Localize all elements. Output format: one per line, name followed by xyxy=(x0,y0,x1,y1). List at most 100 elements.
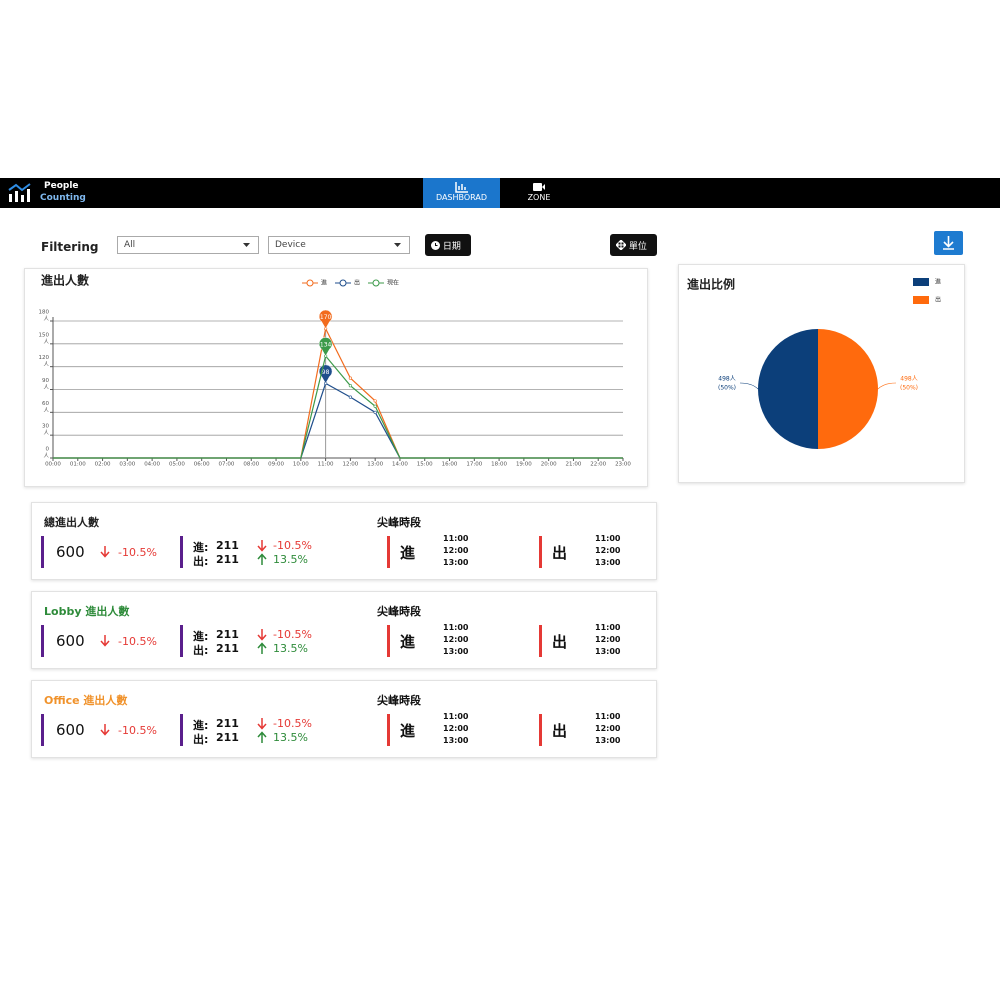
out-change: 13.5% xyxy=(273,642,308,655)
x-tick-label: 08:00 xyxy=(243,462,259,468)
series-line xyxy=(53,382,623,459)
out-label: 出: xyxy=(193,644,209,657)
trend-arrow xyxy=(257,642,267,654)
accent-bar xyxy=(180,536,183,568)
legend-label: 出 xyxy=(354,279,360,287)
arrow-shape xyxy=(257,629,267,641)
total-value: 600 xyxy=(56,721,85,739)
peak-title: 尖峰時段 xyxy=(377,516,421,529)
accent-bar xyxy=(539,714,542,746)
series-line xyxy=(53,354,623,459)
trend-arrow xyxy=(100,635,110,647)
in-change: -10.5% xyxy=(273,539,312,552)
y-tick-label: 90 xyxy=(42,378,49,384)
peak-time: 13:00 xyxy=(595,736,621,745)
total-change: -10.5% xyxy=(118,724,157,737)
x-tick-label: 21:00 xyxy=(566,462,582,468)
peak-title: 尖峰時段 xyxy=(377,694,421,707)
x-tick-label: 03:00 xyxy=(119,462,135,468)
out-value: 211 xyxy=(216,731,239,744)
arrow-shape xyxy=(257,718,267,730)
arrow-shape xyxy=(257,540,267,552)
legend-marker xyxy=(372,279,380,287)
in-value: 211 xyxy=(216,628,239,641)
accent-bar xyxy=(41,536,44,568)
trend-arrow xyxy=(257,540,267,552)
peak-time: 12:00 xyxy=(595,546,621,555)
x-tick-label: 00:00 xyxy=(45,462,61,468)
trend-arrow xyxy=(100,724,110,736)
tab-zone[interactable]: ZONE xyxy=(515,178,563,208)
select-value: All xyxy=(124,240,136,250)
card-title: Office 進出人數 xyxy=(44,694,128,707)
peak-label: 出 xyxy=(552,633,568,651)
x-tick-label: 07:00 xyxy=(219,462,235,468)
date-button[interactable]: 日期 xyxy=(425,234,471,256)
x-tick-label: 13:00 xyxy=(367,462,383,468)
x-tick-label: 11:00 xyxy=(318,462,334,468)
accent-bar xyxy=(41,625,44,657)
unit-button[interactable]: 單位 xyxy=(610,234,657,256)
accent-bar xyxy=(387,625,390,657)
out-change: 13.5% xyxy=(273,731,308,744)
accent-bar xyxy=(41,714,44,746)
arrow-shape xyxy=(100,546,110,558)
tab-dashboard[interactable]: DASHBORAD xyxy=(423,178,500,208)
in-label: 進: xyxy=(193,630,209,643)
select-device[interactable]: Device xyxy=(268,236,410,254)
select-zone[interactable]: All xyxy=(117,236,259,254)
arrow-shape xyxy=(100,724,110,736)
arrow-shape xyxy=(257,553,267,565)
accent-bar xyxy=(180,714,183,746)
trend-arrow xyxy=(257,553,267,565)
legend-label: 出 xyxy=(935,296,941,304)
x-tick-label: 04:00 xyxy=(144,462,160,468)
point xyxy=(373,399,377,403)
data-label: 134 xyxy=(320,342,332,349)
x-tick-label: 05:00 xyxy=(169,462,185,468)
button-label: 單位 xyxy=(628,242,647,252)
card-title: 總進出人數 xyxy=(44,516,99,529)
peak-time: 12:00 xyxy=(595,635,621,644)
data-label: 170 xyxy=(320,314,332,321)
total-value: 600 xyxy=(56,632,85,650)
y-tick-label: 0 xyxy=(46,447,50,453)
peak-label: 出 xyxy=(552,544,568,562)
total-value: 600 xyxy=(56,543,85,561)
arrow-shape xyxy=(257,731,267,743)
x-tick-label: 23:00 xyxy=(615,462,631,468)
in-change: -10.5% xyxy=(273,717,312,730)
legend-swatch xyxy=(913,296,929,304)
caret xyxy=(394,243,401,247)
in-change: -10.5% xyxy=(273,628,312,641)
peak-time: 12:00 xyxy=(443,546,469,555)
x-tick-label: 18:00 xyxy=(491,462,507,468)
percent-label: (50%) xyxy=(900,385,918,392)
y-unit: 人 xyxy=(43,361,49,368)
download-button[interactable] xyxy=(934,231,963,255)
peak-time: 13:00 xyxy=(595,558,621,567)
pie-slice xyxy=(818,329,878,449)
legend-label: 進 xyxy=(935,278,941,286)
caret xyxy=(243,243,250,247)
y-unit: 人 xyxy=(43,316,49,323)
y-tick-label: 120 xyxy=(39,355,50,361)
peak-title: 尖峰時段 xyxy=(377,605,421,618)
stat-card: Lobby 進出人數 600 -10.5% 進: 211 -10.5% 出: 211 13.5%… xyxy=(31,591,657,669)
y-unit: 人 xyxy=(43,384,49,391)
select-value: Device xyxy=(275,240,306,250)
data-label: 498人 xyxy=(900,376,917,383)
data-label: 498人 xyxy=(718,376,735,383)
legend-swatch xyxy=(913,278,929,286)
x-tick-label: 14:00 xyxy=(392,462,408,468)
card-title: Lobby 進出人數 xyxy=(44,605,130,618)
y-unit: 人 xyxy=(43,407,49,414)
percent-label: (50%) xyxy=(718,385,736,392)
accent-bar xyxy=(387,536,390,568)
y-unit: 人 xyxy=(43,338,49,345)
line-chart-card: 進出人數 0 人 30 人 60 人 90 人 120 人 150 人 180 人 00:00 01:00 02… xyxy=(24,268,648,487)
point xyxy=(373,410,377,414)
pie-chart-card: 進出比例 進出 498人 (50%) 498人 (50%) xyxy=(678,264,965,483)
